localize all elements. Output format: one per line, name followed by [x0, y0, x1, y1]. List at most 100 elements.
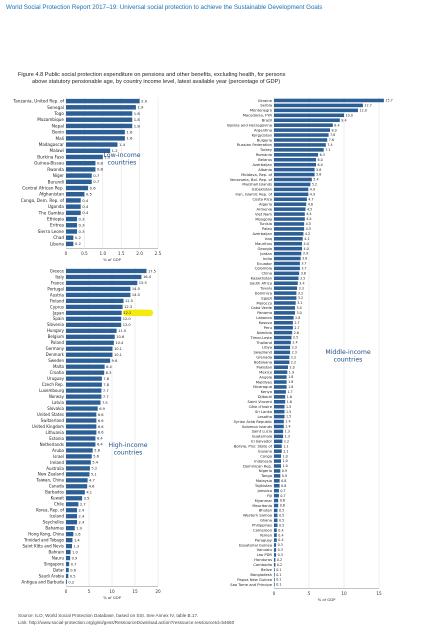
high-income-category-label: Latvia: [52, 400, 65, 405]
middle-income-bar: [274, 483, 280, 488]
middle-income-value-label: 0.1: [276, 573, 281, 577]
middle-income-category-label: Lesotho: [258, 415, 273, 419]
middle-income-value-label: 0.2: [277, 563, 282, 567]
middle-income-value-label: 1.1: [283, 449, 288, 453]
high-income-bar: [66, 543, 72, 549]
low-income-value-label: 0.8: [97, 167, 104, 172]
middle-income-value-label: 2.2: [291, 355, 296, 359]
middle-income-bar: [274, 177, 312, 182]
middle-income-bar: [274, 488, 279, 493]
middle-income-value-label: 4.3: [306, 227, 311, 231]
middle-income-bar: [274, 241, 302, 246]
low-income-bar: [66, 117, 133, 122]
high-income-category-label: Australia: [46, 466, 64, 471]
middle-income-value-label: 2.2: [291, 360, 296, 364]
middle-income-value-label: 0.5: [279, 518, 284, 522]
middle-income-category-label: Palau: [262, 227, 272, 231]
high-income-bar: [66, 448, 93, 453]
low-income-panel: Tanzania, United Rep. of 2.0 Senegal 1.9 Tog…: [12, 97, 162, 262]
middle-income-tick-label: 15: [376, 591, 382, 596]
middle-income-value-label: 0.8: [281, 484, 286, 488]
middle-income-category-label: Russian Federation: [237, 143, 273, 147]
middle-income-bar: [274, 469, 281, 473]
middle-income-category-label: Saint Vincent: [248, 400, 273, 404]
middle-income-bar: [274, 281, 298, 286]
low-income-category-label: Central African Rep.: [22, 185, 64, 190]
low-income-category-label: Rwanda: [47, 167, 64, 172]
middle-income-bar: [274, 192, 309, 197]
middle-income-bar: [274, 202, 307, 206]
low-income-bar: [66, 98, 140, 104]
middle-income-value-label: 8.4: [334, 123, 339, 127]
high-income-value-label: 5.4: [92, 461, 98, 465]
high-income-category-label: Poland: [51, 340, 65, 345]
high-income-category-label: Antigua and Barbuda: [22, 579, 65, 584]
middle-income-bar: [274, 553, 277, 557]
middle-income-value-label: 2.5: [293, 336, 298, 340]
middle-income-category-label: Kenya: [261, 390, 272, 394]
low-income-bar: [66, 185, 89, 191]
low-income-bar: [66, 154, 103, 160]
middle-income-value-label: 2.7: [294, 326, 299, 330]
high-income-value-label: 5.8: [94, 449, 100, 453]
middle-income-bar: [274, 404, 285, 409]
high-income-bar: [66, 460, 91, 465]
low-income-value-label: 0.5: [86, 192, 93, 197]
high-income-category-label: Chile: [54, 502, 65, 507]
high-income-value-label: 2.4: [79, 520, 85, 524]
high-income-bar: [66, 268, 147, 274]
low-income-tick-label: 2.0: [136, 251, 143, 256]
middle-income-bar: [274, 493, 279, 498]
middle-income-value-label: 4.9: [310, 192, 315, 196]
middle-income-bar: [274, 296, 297, 300]
high-income-value-label: 6.4: [97, 437, 103, 441]
low-income-value-label: 1.8: [134, 111, 141, 116]
link-line[interactable]: Link: http://www.social-protection.org/g…: [18, 620, 235, 625]
middle-income-category-label: Ecuador: [257, 262, 273, 266]
middle-income-bar: [274, 345, 291, 350]
middle-income-category-label: Tajikistan: [254, 484, 273, 488]
low-income-value-label: 1.2: [112, 148, 119, 153]
high-income-category-label: Germany: [46, 346, 65, 351]
middle-income-category-label: Jordan: [259, 252, 272, 256]
high-income-bar: [66, 430, 97, 435]
middle-income-value-label: 5.2: [312, 183, 317, 187]
middle-income-value-label: 0.1: [276, 568, 281, 572]
middle-income-bar: [274, 444, 282, 449]
low-income-bar: [66, 142, 118, 147]
middle-income-bar: [274, 217, 305, 221]
high-income-value-label: 0.2: [68, 580, 74, 584]
middle-income-category-label: Honduras: [254, 558, 272, 562]
high-income-bar: [66, 298, 124, 304]
middle-income-value-label: 2.8: [295, 316, 300, 320]
high-income-value-label: 10.4: [115, 341, 124, 345]
middle-income-category-label: Guatemala: [252, 435, 272, 439]
middle-income-category-label: Grenada: [256, 356, 272, 360]
high-income-category-label: Saint Kitts and Nevis: [22, 544, 64, 549]
high-income-value-label: 5.6: [93, 455, 99, 459]
middle-income-category-label: Malaysia: [256, 479, 272, 483]
middle-income-category-label: Bolivia, Plur. State of: [234, 445, 273, 449]
low-income-bar: [66, 136, 125, 141]
middle-income-bar: [274, 429, 284, 434]
low-income-bar: [66, 179, 92, 185]
high-income-value-label: 14.0: [132, 287, 141, 291]
middle-income-value-label: 2.3: [292, 346, 297, 350]
high-income-value-label: 8.3: [106, 371, 112, 375]
middle-income-value-label: 5.8: [316, 168, 321, 172]
middle-income-category-label: Thailand: [255, 341, 272, 345]
middle-income-bar: [274, 167, 315, 172]
middle-income-category-label: Mauritania: [252, 504, 272, 508]
middle-income-bar: [274, 311, 295, 315]
middle-income-category-label: Cambodia: [253, 563, 272, 567]
high-income-bar: [66, 322, 122, 327]
middle-income-bar: [274, 148, 324, 152]
high-income-bar: [66, 496, 83, 501]
low-income-value-label: 1.0: [104, 154, 111, 159]
middle-income-category-label: Bulgaria: [257, 138, 272, 142]
middle-income-value-label: 3.2: [298, 296, 303, 300]
high-income-value-label: 7.7: [103, 389, 109, 393]
middle-income-category-label: Moldova, Rep. of: [241, 173, 272, 177]
low-income-bar: [66, 160, 96, 166]
